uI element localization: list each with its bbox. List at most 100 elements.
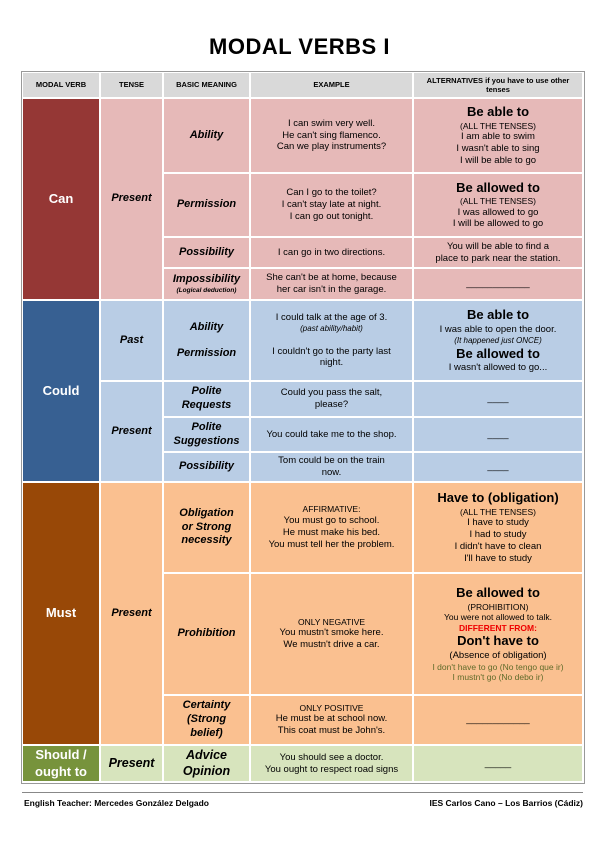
meaning-cell: Ability — [163, 98, 250, 173]
example-cell: I can swim very well. He can't sing flame… — [250, 98, 413, 173]
alternative: (Absence of obligation) — [449, 649, 547, 661]
meaning-cell: Advice Opinion — [163, 745, 250, 782]
example-cell: I can go in two directions. — [250, 237, 413, 268]
modal-verb: Could — [42, 382, 80, 398]
example: Can I go to the toilet? — [286, 187, 377, 199]
meaning: Requests — [181, 399, 232, 411]
meaning: Ability — [189, 320, 224, 333]
alternative: ____________ — [466, 714, 530, 726]
column-header: MODAL VERB — [22, 72, 100, 98]
example: Tom could be on the train — [278, 455, 385, 467]
example: I can swim very well. — [287, 117, 376, 129]
alternative: Be able to — [466, 104, 530, 120]
tense-cell: Present — [100, 381, 163, 482]
example-cell: She can't be at home, because her car isn… — [250, 268, 413, 300]
alternative-cell: Have to (obligation) (ALL THE TENSES) I ha… — [413, 482, 583, 573]
example: He must be at school now. — [275, 713, 388, 725]
meaning: Permission — [176, 198, 237, 211]
alternative: DIFFERENT FROM: — [459, 622, 537, 633]
footer-right: IES Carlos Cano – Los Barrios (Cádiz) — [429, 798, 583, 808]
alternative-cell: Be able to I was able to open the door. (I… — [413, 300, 583, 381]
example: We mustn't drive a car. — [283, 639, 380, 651]
alternative: I'll have to study — [464, 552, 532, 564]
example: please? — [314, 399, 349, 410]
meaning: Suggestions — [173, 434, 240, 447]
tense-cell: Present — [100, 745, 163, 782]
alternative: (ALL THE TENSES) — [460, 506, 536, 517]
meaning-cell: Certainty (Strong belief) — [163, 695, 250, 745]
example-cell: You could take me to the shop. — [250, 417, 413, 452]
alternative: ____ — [487, 428, 509, 440]
modal-verb-cell: Should / ought to — [22, 745, 100, 782]
alternative: I am able to swim — [461, 131, 535, 143]
tense: Present — [111, 424, 152, 437]
alternative-cell: ____ — [413, 452, 583, 482]
meaning: or Strong — [181, 520, 232, 533]
tense-cell: Past — [100, 300, 163, 381]
meaning: Permission — [176, 346, 237, 359]
alternative: I wasn't able to sing — [456, 143, 540, 154]
meaning: Advice — [186, 747, 227, 762]
example: You must tell her the problem. — [268, 538, 395, 550]
example: ONLY POSITIVE — [299, 702, 364, 713]
modal-verb-cell: Can — [22, 98, 100, 300]
modal-verb: Must — [45, 605, 77, 621]
meaning-cell: Polite Suggestions — [163, 417, 250, 452]
meaning: Opinion — [182, 763, 231, 778]
meaning: Polite — [191, 420, 222, 433]
alternative: I was able to open the door. — [439, 323, 557, 335]
meaning: Polite — [191, 385, 222, 398]
alternative-cell: ____________ — [413, 695, 583, 745]
footer-rule — [22, 792, 583, 793]
meaning-cell: Impossibility (Logical deduction) — [163, 268, 250, 300]
alternative-cell: ____ — [413, 417, 583, 452]
meaning-cell: Possibility — [163, 237, 250, 268]
meaning: Prohibition — [177, 627, 236, 640]
alternative: ____ — [487, 393, 509, 405]
example: You ought to respect road signs — [264, 763, 399, 775]
alternative: Don't have to — [457, 633, 539, 649]
meaning: Obligation — [179, 506, 234, 519]
alternative: ____ — [487, 461, 509, 473]
alternative: Be able to — [466, 307, 530, 323]
alternative-cell: ____ — [413, 381, 583, 417]
example-cell: Could you pass the salt, please? — [250, 381, 413, 417]
alternative: You were not allowed to talk. — [444, 612, 552, 623]
example: I couldn't go to the party last — [272, 345, 391, 357]
example: You mustn't smoke here. — [279, 627, 384, 639]
meaning: (Strong — [186, 713, 227, 726]
example: (past ability/habit) — [300, 323, 363, 333]
example-cell: You should see a doctor. You ought to res… — [250, 745, 413, 782]
example: He must make his bed. — [282, 526, 381, 538]
tense: Past — [119, 333, 144, 346]
modal-verb: Can — [48, 190, 74, 206]
example-cell: AFFIRMATIVE: You must go to school. He mus… — [250, 482, 413, 573]
modal-verb-cell: Must — [22, 482, 100, 745]
example: Can we play instruments? — [276, 141, 387, 153]
column-header: TENSE — [100, 72, 163, 98]
meaning-cell: Ability Permission — [163, 300, 250, 381]
meaning: belief) — [190, 726, 223, 739]
meaning: Certainty — [182, 699, 231, 712]
footer-left: English Teacher: Mercedes González Delga… — [24, 798, 210, 808]
modal-verb-cell: Could — [22, 300, 100, 482]
tense-cell: Present — [100, 482, 163, 745]
alternative: Be allowed to — [456, 179, 540, 195]
example: night. — [319, 357, 344, 369]
alternative-cell: Be allowed to (PROHIBITION) You were not a… — [413, 573, 583, 695]
meaning-cell: Possibility — [163, 452, 250, 482]
example: You should see a doctor. — [279, 751, 384, 763]
example: AFFIRMATIVE: — [302, 504, 361, 515]
alternative: I was allowed to go — [457, 206, 539, 218]
alternative: place to park near the station. — [435, 252, 561, 264]
example: I can't stay late at night. — [281, 199, 382, 211]
example: She can't be at home, because — [266, 272, 397, 284]
alternative: (ALL THE TENSES) — [460, 195, 536, 206]
meaning-cell: Obligation or Strong necessity — [163, 482, 250, 573]
modal-verb: Should / — [35, 747, 87, 763]
example-cell: I could talk at the age of 3. (past abili… — [250, 300, 413, 381]
alternative: You will be able to find a — [446, 240, 550, 252]
title: MODAL VERBS I — [209, 34, 390, 59]
alternative: _____ — [484, 757, 512, 769]
